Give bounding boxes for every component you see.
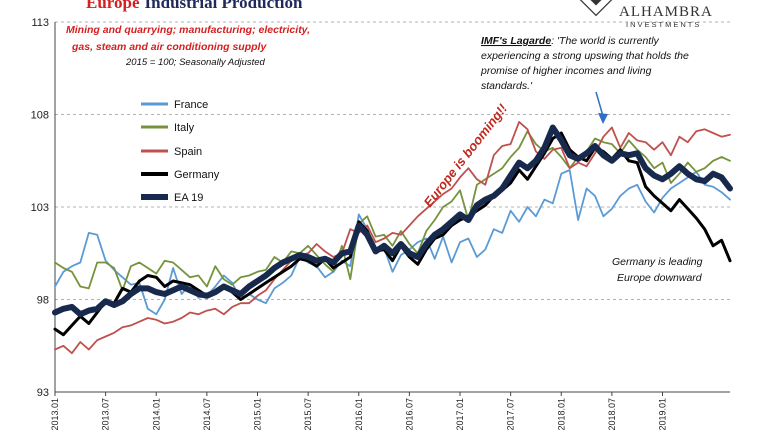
legend-label-ea19: EA 19 — [174, 192, 203, 204]
series-line-ea-19 — [52, 124, 733, 318]
subtitle-note: 2015 = 100; Seasonally Adjusted — [125, 57, 266, 68]
series-line-spain — [54, 121, 731, 355]
y-tick-label: 108 — [31, 110, 49, 122]
diamond-icon — [576, 0, 616, 17]
lagarde-quote-line-3: promise of higher incomes and living — [480, 65, 652, 77]
germany-annotation: Germany is leading Europe downward — [612, 256, 703, 284]
x-tick-label: 2014.07 — [202, 398, 212, 431]
y-tick-label: 98 — [37, 295, 49, 307]
x-tick-label: 2015.01 — [253, 398, 263, 431]
legend-label-france: France — [174, 99, 208, 111]
x-tick-label: 2013.01 — [50, 398, 60, 431]
x-tick-label: 2017.07 — [506, 398, 516, 431]
y-tick-label: 93 — [37, 387, 49, 399]
chart-title: Europe Industrial Production — [86, 0, 303, 12]
x-tick-label: 2016.07 — [404, 398, 414, 431]
title-prefix: Europe — [86, 0, 140, 12]
legend-label-germany: Germany — [174, 169, 220, 181]
axes: 93 98 103 108 113 2013.01 2013.07 2014.01 2014.0… — [31, 17, 730, 431]
legend-label-italy: Italy — [174, 122, 195, 134]
logo-sub: INVESTMENTS — [626, 20, 701, 29]
gridlines — [55, 21, 730, 300]
germany-note-line-2: Europe downward — [617, 272, 703, 284]
series-line-france — [54, 169, 731, 316]
lagarde-quote-line-4: standards.' — [481, 80, 533, 92]
lagarde-quote-start: : 'The world is currently — [551, 35, 659, 47]
y-tick-label: 113 — [31, 17, 49, 29]
alhambra-logo: ALHAMBRA INVESTMENTS — [576, 0, 713, 29]
lagarde-arrow-head — [598, 113, 608, 124]
x-tick-label: 2018.07 — [607, 398, 617, 431]
lagarde-annotation: IMF's Lagarde: 'The world is currently e… — [480, 35, 689, 124]
legend: France Italy Spain Germany EA 19 — [141, 99, 220, 204]
lagarde-quote-line-2: experiencing a strong upswing that holds… — [481, 50, 689, 62]
x-tick-label: 2014.01 — [151, 398, 161, 431]
x-tick-label: 2015.07 — [303, 398, 313, 431]
x-tick-label: 2018.01 — [556, 398, 566, 431]
legend-label-spain: Spain — [174, 146, 202, 158]
lagarde-quote-line-1: IMF's Lagarde: 'The world is currently — [481, 35, 660, 47]
lagarde-arrow — [595, 91, 604, 117]
logo-name: ALHAMBRA — [619, 4, 713, 20]
title-suffix: Industrial Production — [145, 0, 303, 12]
lagarde-label: IMF's Lagarde — [481, 35, 551, 47]
x-tick-label: 2013.07 — [101, 398, 111, 431]
subtitle-line-2: gas, steam and air conditioning supply — [71, 41, 267, 53]
subtitle-line-1: Mining and quarrying; manufacturing; ele… — [66, 24, 310, 36]
y-tick-label: 103 — [31, 202, 49, 214]
x-tick-label: 2016.01 — [354, 398, 364, 431]
x-tick-label: 2017.01 — [455, 398, 465, 431]
series-line-italy — [54, 130, 731, 292]
germany-note-line-1: Germany is leading — [612, 256, 703, 268]
series-lines — [52, 121, 733, 355]
x-tick-label: 2019.01 — [658, 398, 668, 431]
